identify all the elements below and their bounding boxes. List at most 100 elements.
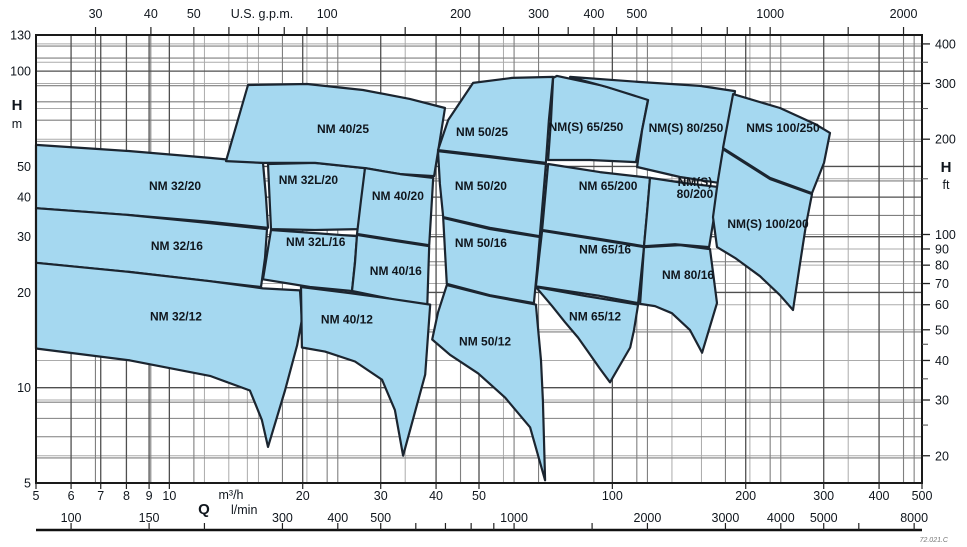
m3h-tick-label: 100 [602, 489, 623, 503]
region-label-nm-32l-20: NM 32L/20 [279, 173, 339, 187]
m3h-tick-label: 200 [735, 489, 756, 503]
region-nm-s-100-200 [711, 148, 814, 312]
drawing-code: 72.021.C [920, 537, 949, 544]
gpm-tick-label: 100 [317, 7, 338, 21]
left-axis-unit: m [12, 117, 22, 131]
h-ft-tick-label: 300 [935, 77, 956, 91]
m3h-tick-label: 20 [296, 489, 310, 503]
region-nm-65-16 [534, 229, 646, 305]
m3h-tick-label: 9 [146, 489, 153, 503]
h-m-tick-label: 100 [10, 65, 31, 79]
region-nm-32-12 [34, 261, 303, 448]
axis-lmin: 100 150 300 400 500 1000 2000 3000 4000 5000 8000 [36, 511, 928, 532]
gpm-tick-label: 2000 [890, 7, 918, 21]
lmin-tick-label: 500 [370, 511, 391, 525]
gpm-tick-label: 500 [626, 7, 647, 21]
lmin-tick-label: 3000 [712, 511, 740, 525]
region-label-nm-32l-16: NM 32L/16 [286, 235, 346, 249]
region-label-nm-40-20: NM 40/20 [372, 189, 424, 203]
lmin-tick-label: 150 [139, 511, 160, 525]
region-label-nms-100-250: NMS 100/250 [746, 121, 820, 135]
region-nm-40-12 [299, 285, 432, 457]
lmin-tick-label: 400 [327, 511, 348, 525]
m3h-tick-label: 500 [912, 489, 933, 503]
h-m-tick-label: 50 [17, 160, 31, 174]
region-nm-50-12 [431, 284, 547, 482]
region-label-nm-50-20: NM 50/20 [455, 179, 507, 193]
h-ft-tick-label: 70 [935, 277, 949, 291]
axis-top-gpm: 30 40 50 100 200 300 400 500 1000 2000 U.S. g.p.m. [89, 7, 918, 34]
gpm-tick-label: 200 [450, 7, 471, 21]
axis-left-m: 130 100 50 40 30 20 10 5 Hm [10, 29, 31, 491]
region-nm-80-16 [639, 244, 719, 354]
h-ft-tick-label: 90 [935, 242, 949, 256]
region-label-nm-s-80-250: NM(S) 80/250 [649, 121, 724, 135]
region-label-nm-32-16: NM 32/16 [151, 239, 203, 253]
region-label-nm-65-16: NM 65/16 [579, 243, 631, 257]
m3h-tick-label: 7 [97, 489, 104, 503]
m3h-tick-label: 400 [869, 489, 890, 503]
h-ft-tick-label: 40 [935, 354, 949, 368]
lmin-tick-label: 5000 [810, 511, 838, 525]
lmin-tick-label: 300 [272, 511, 293, 525]
h-m-tick-label: 130 [10, 29, 31, 43]
region-label-nm-32-12: NM 32/12 [150, 309, 202, 323]
m3h-tick-label: 8 [123, 489, 130, 503]
m3h-tick-label: 40 [429, 489, 443, 503]
m3h-tick-label: 50 [472, 489, 486, 503]
right-axis-unit: ft [943, 178, 950, 192]
region-label-nm-50-16: NM 50/16 [455, 236, 507, 250]
h-ft-tick-label: 60 [935, 298, 949, 312]
h-m-tick-label: 20 [17, 286, 31, 300]
h-ft-tick-label: 400 [935, 37, 956, 51]
h-m-tick-label: 40 [17, 191, 31, 205]
h-ft-tick-label: 20 [935, 449, 949, 463]
m3h-axis-unit: m³/h [219, 488, 244, 502]
lmin-tick-label: 2000 [634, 511, 662, 525]
region-label-nm-80-16: NM 80/16 [662, 268, 714, 282]
h-m-tick-label: 10 [17, 381, 31, 395]
gpm-tick-label: 1000 [756, 7, 784, 21]
m3h-tick-label: 30 [374, 489, 388, 503]
m3h-tick-label: 10 [162, 489, 176, 503]
m3h-tick-label: 300 [813, 489, 834, 503]
gpm-tick-label: 40 [144, 7, 158, 21]
region-label-nm-s-100-200: NM(S) 100/200 [727, 217, 809, 231]
region-label-nm-32-20: NM 32/20 [149, 179, 201, 193]
h-m-tick-label: 5 [24, 477, 31, 491]
gpm-tick-label: 30 [89, 7, 103, 21]
right-axis-symbol: H [941, 159, 952, 176]
h-ft-tick-label: 80 [935, 259, 949, 273]
region-label-nm-50-25: NM 50/25 [456, 125, 508, 139]
h-ft-tick-label: 100 [935, 228, 956, 242]
region-label-nm-65-12: NM 65/12 [569, 309, 621, 323]
h-ft-tick-label: 50 [935, 323, 949, 337]
lmin-axis-unit: l/min [231, 503, 257, 517]
region-nm-s-80-250 [569, 75, 737, 185]
gpm-tick-label: 300 [528, 7, 549, 21]
lmin-tick-label: 8000 [900, 511, 928, 525]
left-axis-symbol: H [12, 97, 23, 114]
lmin-tick-label: 4000 [767, 511, 795, 525]
region-nm-65-12 [534, 285, 640, 384]
h-ft-tick-label: 200 [935, 133, 956, 147]
lmin-tick-label: 1000 [500, 511, 528, 525]
region-label-nm-s-80-200: NM(S) 80/200 [677, 175, 714, 201]
gpm-tick-label: 400 [583, 7, 604, 21]
m3h-tick-label: 5 [33, 489, 40, 503]
region-nm-40-20 [355, 167, 435, 247]
gpm-axis-unit: U.S. g.p.m. [231, 7, 294, 21]
m3h-tick-label: 6 [68, 489, 75, 503]
region-label-nm-s-65-250: NM(S) 65/250 [549, 120, 624, 134]
region-nm-50-16 [442, 216, 541, 305]
region-label-nm-40-12: NM 40/12 [321, 313, 373, 327]
region-nm-s-80-200 [642, 176, 722, 249]
region-nm-40-25 [224, 82, 447, 178]
h-ft-tick-label: 30 [935, 394, 949, 408]
region-label-nm-40-25: NM 40/25 [317, 122, 369, 136]
region-labels: NM 32/20 NM 32L/20 NM 32/16 NM 32L/16 NM 32/… [149, 120, 820, 348]
h-m-tick-label: 30 [17, 230, 31, 244]
